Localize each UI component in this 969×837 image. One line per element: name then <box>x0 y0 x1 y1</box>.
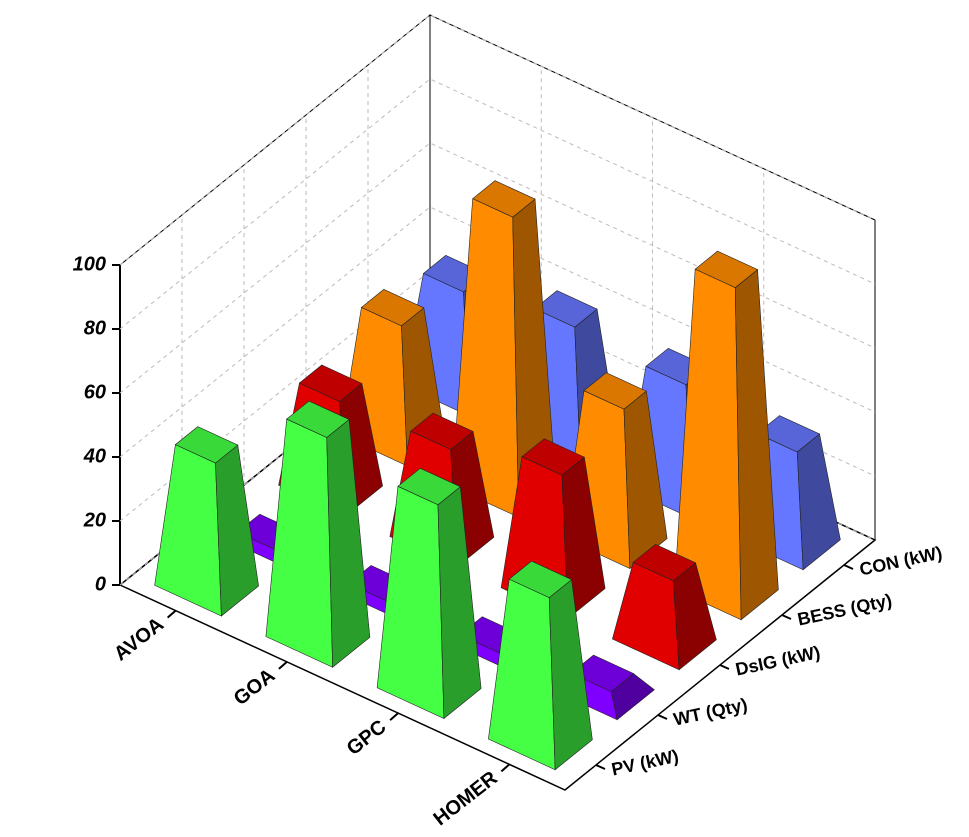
bar-top <box>174 426 239 464</box>
series-label: BESS (Qty) <box>796 590 894 630</box>
bar-side <box>796 433 841 571</box>
bar-top <box>632 543 697 582</box>
series-label: PV (kW) <box>610 746 681 780</box>
bar-top <box>694 250 759 288</box>
y-tick <box>843 564 854 570</box>
bar-top <box>410 412 474 450</box>
series-label: DsIG (kW) <box>734 642 822 679</box>
x-tick <box>278 661 288 670</box>
bar-front <box>265 418 333 668</box>
z-tick-label: 0 <box>95 573 106 595</box>
y-tick <box>657 714 668 720</box>
bar-top <box>472 180 536 218</box>
bar-top <box>360 289 425 327</box>
series-label: CON (kW) <box>858 543 944 580</box>
bar-top <box>521 438 585 476</box>
bar-top <box>397 467 461 506</box>
bar-top <box>583 372 647 410</box>
y-tick <box>781 614 792 620</box>
bar-top <box>286 400 350 438</box>
bar-top <box>508 560 573 598</box>
z-tick-label: 80 <box>84 317 106 339</box>
y-tick <box>719 664 730 670</box>
x-tick-label: AVOA <box>110 613 168 665</box>
x-tick <box>500 763 511 773</box>
series-label: WT (Qty) <box>672 694 750 729</box>
bar-top <box>570 654 635 692</box>
bar-top <box>534 290 598 328</box>
x-tick <box>389 712 399 721</box>
x-tick-label: HOMER <box>429 767 502 831</box>
y-tick <box>595 764 606 770</box>
bar-front <box>488 578 556 771</box>
bar-front <box>154 444 222 617</box>
z-tick-label: 20 <box>83 509 106 531</box>
z-tick-label: 60 <box>84 381 106 403</box>
x-tick-label: GPC <box>343 716 391 760</box>
z-tick-label: 100 <box>73 253 106 275</box>
z-tick-label: 40 <box>83 445 106 467</box>
bar-front <box>376 485 445 719</box>
bar-top <box>756 415 821 453</box>
x-tick-label: GOA <box>230 665 279 710</box>
x-tick <box>166 609 177 619</box>
bar-top <box>298 364 363 402</box>
